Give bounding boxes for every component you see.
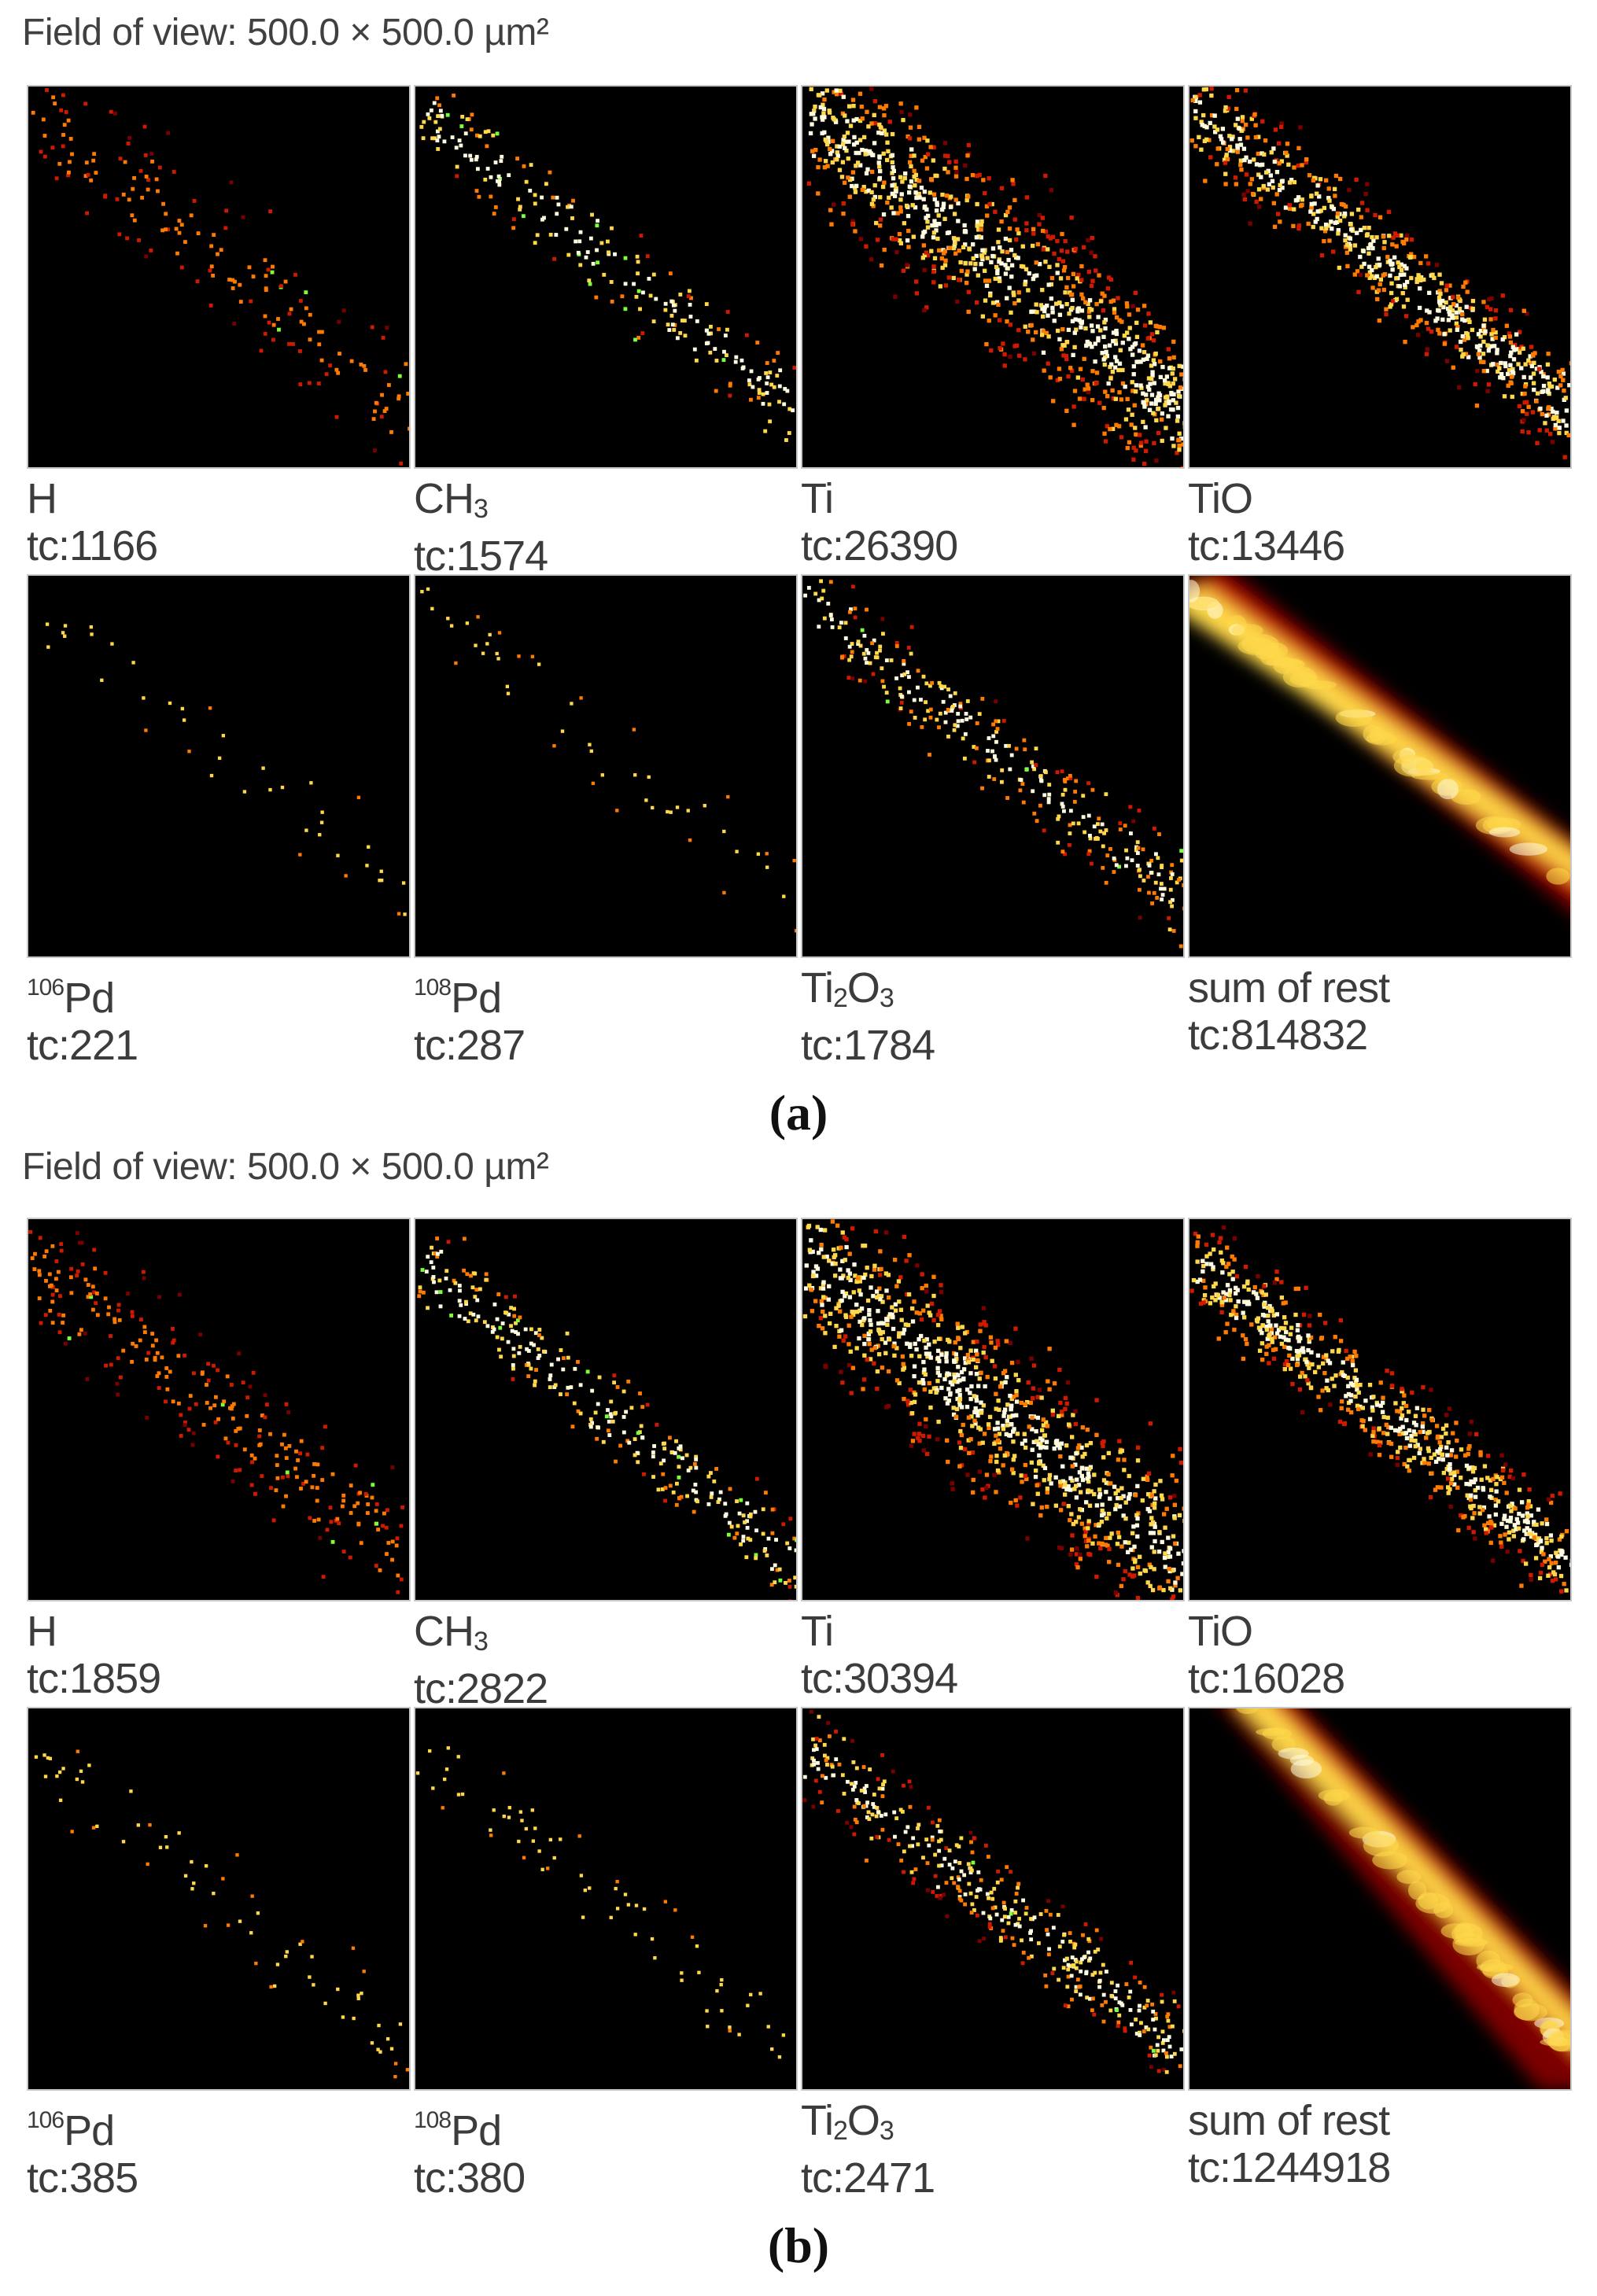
caption-a-text: (a) [769,1085,828,1141]
image-panel-a-4 [1188,85,1572,469]
ion-map-image [802,1709,1183,2074]
total-counts: tc:2822 [414,1665,548,1712]
total-counts: tc:380 [414,2154,526,2202]
total-counts: tc:385 [27,2154,138,2202]
total-counts: tc:1859 [27,1655,161,1702]
image-panel-a-6 [414,574,798,958]
ion-map-image [415,1746,786,2059]
image-panel-b-2 [414,1218,798,1601]
total-counts: tc:221 [27,1022,138,1069]
species-label: H [27,1608,57,1655]
total-counts: tc:1244918 [1188,2144,1391,2191]
species-label: 108Pd [414,2107,502,2154]
species-label: Ti2O3 [801,2097,894,2146]
image-panel-b-3 [801,1218,1185,1601]
panel-label-a-4: TiO tc:13446 [1188,475,1345,569]
total-counts: tc:1574 [414,533,548,580]
ion-map-image [28,1229,405,1594]
ion-map-image [1189,87,1570,459]
caption-b-text: (b) [767,2217,830,2273]
image-panel-b-4 [1188,1218,1572,1601]
field-of-view-b: Field of view: 500.0 × 500.0 µm² [22,1146,549,1188]
image-panel-b-8 [1188,1707,1572,2091]
total-counts: tc:1784 [801,1022,935,1069]
caption-b: (b) [0,2217,1597,2275]
total-counts: tc:26390 [801,522,958,569]
image-panel-b-6 [414,1707,798,2091]
panel-label-b-4: TiO tc:16028 [1188,1608,1345,1702]
panel-label-b-3: Ti tc:30394 [801,1608,958,1702]
panel-label-b-7: Ti2O3 tc:2471 [801,2097,935,2202]
ion-map-image [417,1236,796,1600]
ion-map-image [31,88,409,466]
total-counts: tc:30394 [801,1655,958,1702]
panel-label-a-3: Ti tc:26390 [801,475,958,569]
panel-label-a-7: Ti2O3 tc:1784 [801,964,935,1069]
species-label: CH3 [414,475,489,524]
ion-map-image [1224,1708,1570,2089]
image-panel-a-8 [1188,574,1572,958]
total-counts: tc:814832 [1188,1012,1368,1059]
total-counts: tc:1166 [27,522,158,569]
image-panel-b-5 [27,1707,411,2091]
total-counts: tc:287 [414,1022,526,1069]
ion-map-image [419,94,796,442]
image-panel-b-7 [801,1707,1185,2091]
image-panel-a-5 [27,574,411,958]
panel-label-b-8: sum of rest tc:1244918 [1188,2097,1391,2191]
species-label: sum of rest [1188,964,1390,1012]
species-label: CH3 [414,1608,489,1657]
panel-label-a-6: 108Pd tc:287 [414,964,526,1069]
field-of-view-a: Field of view: 500.0 × 500.0 µm² [22,12,549,53]
caption-a: (a) [0,1084,1597,1142]
total-counts: tc:16028 [1188,1655,1345,1702]
image-panel-a-3 [801,85,1185,469]
ion-map-image [34,1749,409,2079]
species-label: 108Pd [414,975,502,1022]
species-label: 106Pd [27,975,115,1022]
ion-map-image [1189,576,1570,911]
panel-label-a-8: sum of rest tc:814832 [1188,964,1390,1059]
species-label: Ti2O3 [801,964,894,1013]
image-panel-a-7 [801,574,1185,958]
panel-label-b-5: 106Pd tc:385 [27,2097,138,2202]
panel-label-a-2: CH3 tc:1574 [414,475,548,580]
ion-map-image [806,87,1183,467]
species-label: TiO [1188,1608,1253,1655]
ion-map-image [420,587,796,933]
species-label: H [27,475,57,522]
species-label: Ti [801,1608,834,1655]
ion-map-image [803,579,1183,949]
image-panel-a-1 [27,85,411,469]
total-counts: tc:2471 [801,2154,935,2202]
species-label: TiO [1188,475,1253,522]
species-label: 106Pd [27,2107,115,2154]
image-panel-b-1 [27,1218,411,1601]
ion-map-image [802,1219,1183,1600]
ion-map-image [45,622,407,916]
species-label: sum of rest [1188,2097,1390,2144]
species-label: Ti [801,475,834,522]
ion-map-image [1189,1225,1570,1594]
panel-label-a-5: 106Pd tc:221 [27,964,138,1069]
panel-label-b-2: CH3 tc:2822 [414,1608,548,1712]
image-panel-a-2 [414,85,798,469]
panel-label-b-6: 108Pd tc:380 [414,2097,526,2202]
total-counts: tc:13446 [1188,522,1345,569]
